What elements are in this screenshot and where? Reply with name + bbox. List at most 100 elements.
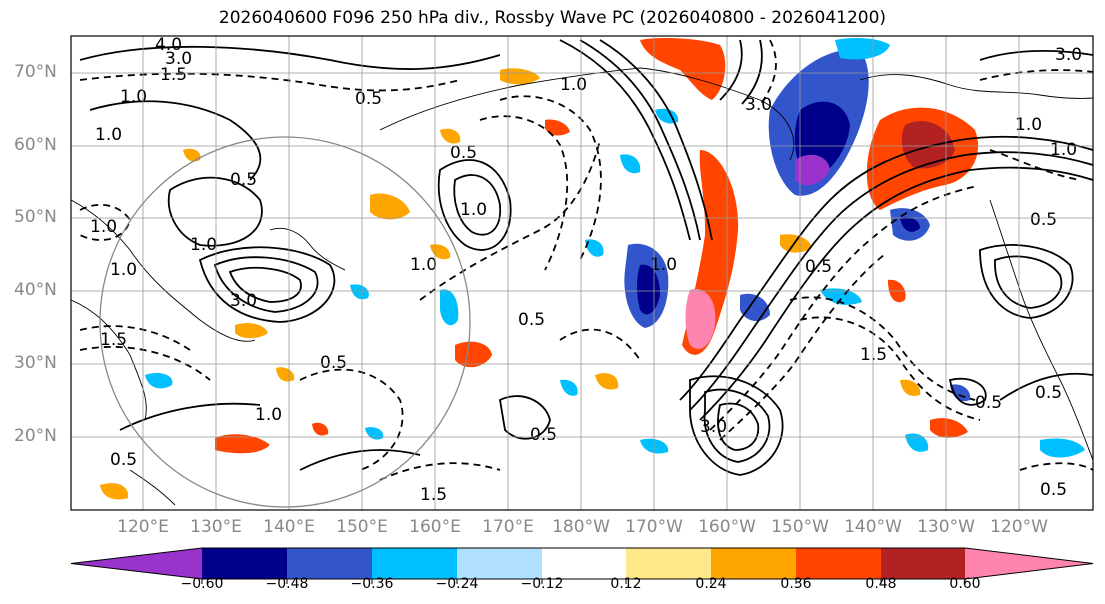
positive-anomaly: [100, 483, 129, 500]
shading-layer: [100, 37, 1085, 500]
negative-anomaly: [560, 379, 578, 396]
contour-label: 0.5: [320, 353, 347, 373]
colorbar-tick-label: −0.48: [265, 576, 309, 592]
colorbar-swatch: [372, 548, 457, 579]
contour-label: 1.0: [650, 255, 677, 275]
contour-label: 0.5: [1035, 383, 1062, 403]
contour-label: 0.5: [230, 170, 257, 190]
positive-anomaly: [930, 418, 968, 438]
colorbar-swatch: [711, 548, 796, 579]
colorbar-swatch: [287, 548, 372, 579]
negative-anomaly: [835, 37, 890, 60]
positive-anomaly: [215, 434, 270, 454]
contour-label: 1.0: [255, 405, 282, 425]
contour-label: 1.0: [1050, 140, 1077, 160]
lon-label: 170°W: [625, 517, 683, 537]
colorbar-swatch: [796, 548, 881, 579]
lon-label: 160°W: [698, 517, 756, 537]
negative-anomaly: [905, 433, 929, 452]
positive-anomaly: [370, 193, 410, 220]
lat-label: 60°N: [14, 135, 57, 155]
negative-anomaly: [145, 373, 173, 389]
contour-label: 0.5: [355, 89, 382, 109]
lon-label: 140°W: [844, 517, 902, 537]
contour-label: 1.5: [160, 65, 187, 85]
lat-label: 50°N: [14, 207, 57, 227]
colorbar-tick-label: −0.60: [180, 576, 224, 592]
negative-anomaly: [795, 154, 830, 186]
lon-label: 120°W: [990, 517, 1048, 537]
contour-label: 1.0: [460, 200, 487, 220]
contour-label: 1.0: [120, 87, 147, 107]
contour-layer: [79, 39, 1093, 481]
contour-label: 0.5: [518, 310, 545, 330]
lat-label: 70°N: [14, 62, 57, 82]
lon-label: 170°E: [482, 517, 534, 537]
colorbar-tick-label: −0.12: [520, 576, 564, 592]
lat-label: 40°N: [14, 280, 57, 300]
negative-anomaly: [365, 427, 384, 440]
lon-label: 140°E: [263, 517, 315, 537]
contour-label: 0.5: [110, 450, 137, 470]
lon-label: 150°E: [336, 517, 388, 537]
negative-anomaly: [620, 154, 641, 174]
lon-label: 180°W: [552, 517, 610, 537]
colorbar-swatch: [202, 548, 287, 579]
contour-label: 0.5: [1040, 480, 1067, 500]
contour-label: 0.5: [1030, 210, 1057, 230]
colorbar-tick-label: −0.24: [435, 576, 479, 592]
negative-anomaly: [900, 217, 920, 232]
negative-anomaly: [440, 289, 459, 326]
colorbar-swatch: [881, 548, 965, 579]
positive-anomaly: [455, 341, 492, 368]
positive-anomaly: [780, 234, 812, 253]
negative-anomaly: [585, 239, 604, 257]
positive-anomaly: [595, 373, 619, 390]
colorbar-tick-label: 0.12: [610, 576, 642, 592]
positive-anomaly: [276, 367, 295, 382]
contour-label: 1.5: [860, 345, 887, 365]
lon-label: 150°W: [771, 517, 829, 537]
map-title: 2026040600 F096 250 hPa div., Rossby Wav…: [218, 8, 887, 28]
contour-label: 3.0: [700, 417, 727, 437]
contour-label: 1.0: [1015, 115, 1042, 135]
positive-anomaly: [900, 379, 921, 396]
contour-label: 4.0: [155, 35, 182, 55]
colorbar-tick-label: −0.36: [350, 576, 394, 592]
colorbar-swatch: [626, 548, 711, 579]
contour-labels: 4.0 3.0 1.5 1.0 0.5 1.0 0.5 1.0 0.5 3.0 …: [90, 35, 1082, 505]
lon-label: 160°E: [409, 517, 461, 537]
contour-label: 3.0: [165, 49, 192, 69]
negative-anomaly: [1040, 438, 1085, 458]
lat-label: 20°N: [14, 426, 57, 446]
contour-label: 0.5: [805, 257, 832, 277]
contour-label: 3.0: [1055, 45, 1082, 65]
contour-label: 1.0: [95, 125, 122, 145]
lon-label: 120°E: [117, 517, 169, 537]
contour-label: 0.5: [975, 393, 1002, 413]
colorbar-swatch: [71, 548, 202, 579]
contour-label: 1.0: [410, 255, 437, 275]
positive-anomaly: [500, 68, 540, 85]
contour-label: 3.0: [745, 95, 772, 115]
contour-label: 0.5: [530, 425, 557, 445]
colorbar-tick-label: 0.36: [780, 576, 812, 592]
positive-anomaly: [545, 119, 570, 136]
contour-label: 1.5: [420, 485, 447, 505]
positive-anomaly: [901, 121, 955, 169]
positive-anomaly: [235, 322, 268, 339]
region-circle: [99, 136, 471, 508]
colorbar-tick-label: 0.60: [949, 576, 981, 592]
contour-label: 1.5: [100, 330, 127, 350]
contour-label: 3.0: [230, 291, 257, 311]
contour-label: 0.5: [450, 143, 477, 163]
lon-label: 130°E: [190, 517, 242, 537]
positive-anomaly: [312, 422, 329, 436]
lon-label: 130°W: [917, 517, 975, 537]
negative-anomaly: [350, 284, 369, 300]
colorbar-tick-label: 0.24: [695, 576, 727, 592]
plot-frame: [70, 35, 1094, 511]
colorbar-tick-label: 0.48: [865, 576, 897, 592]
colorbar-swatch: [457, 548, 542, 579]
